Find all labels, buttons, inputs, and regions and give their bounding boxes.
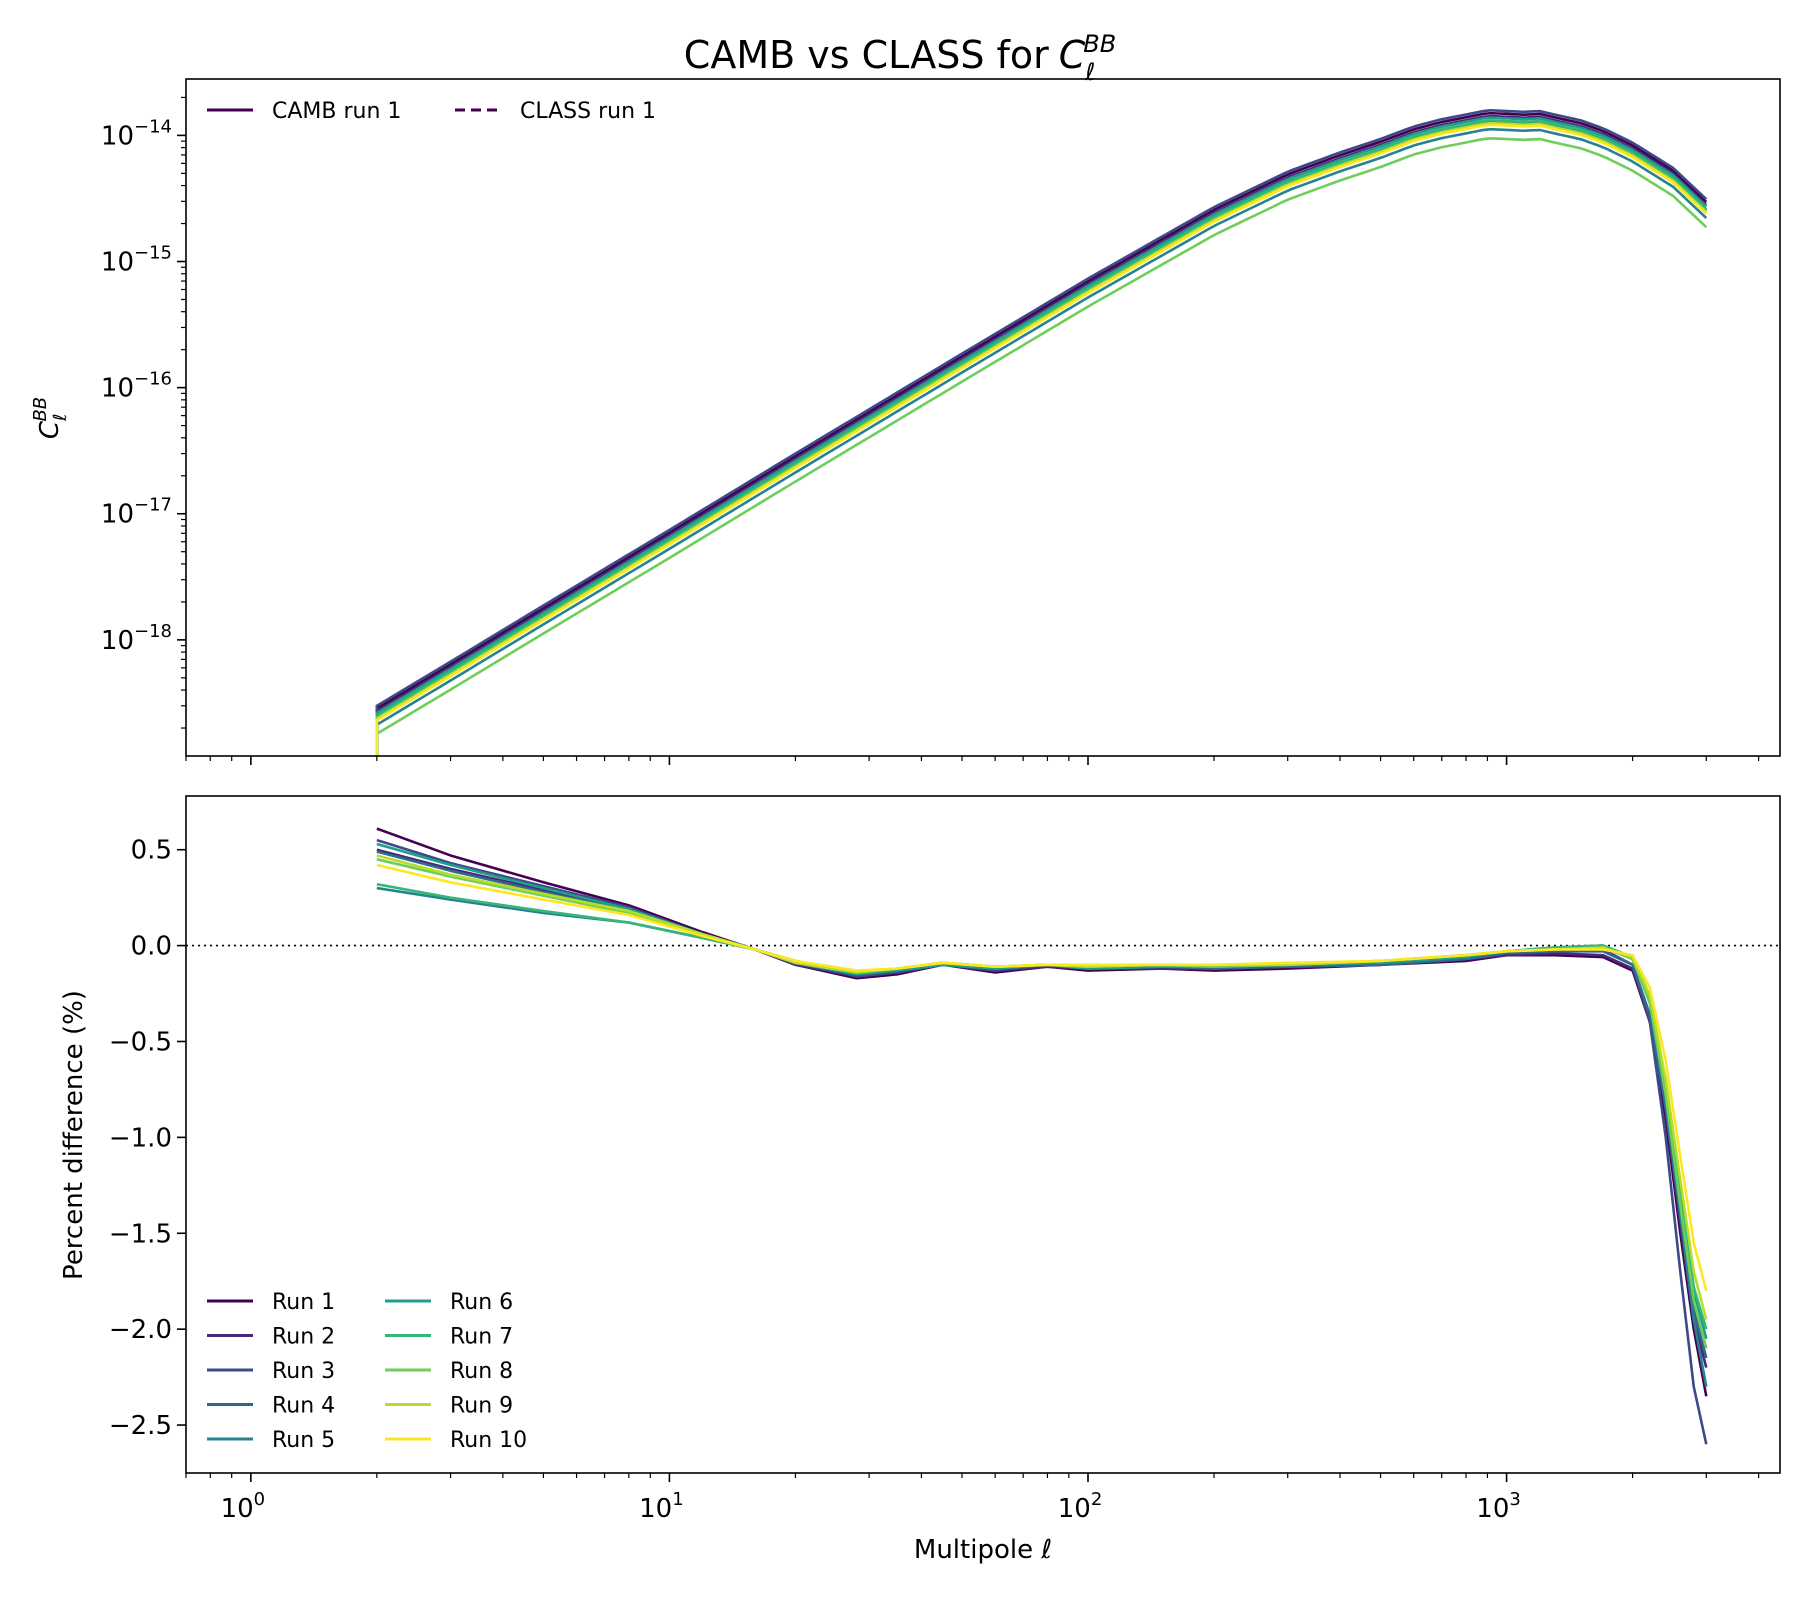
legend-label: Run 1 <box>272 1290 335 1315</box>
x-tick-label-exp: 0 <box>254 1489 265 1510</box>
bottom-series-line <box>376 842 1708 1340</box>
top-legend: CAMB run 1 CLASS run 1 <box>207 99 656 124</box>
title-symbol-sub: ℓ <box>1084 58 1095 86</box>
y-tick-label: 10−17 <box>101 495 172 530</box>
chart-title-text: CAMB vs CLASS for <box>684 33 1049 77</box>
legend-label: Run 9 <box>450 1394 513 1419</box>
legend-label-camb: CAMB run 1 <box>272 99 401 124</box>
bottom-y-axis-label: Percent difference (%) <box>59 990 89 1280</box>
x-tick-label-base: 10 <box>1058 1494 1091 1524</box>
x-tick-label: 103 <box>1476 1489 1521 1524</box>
x-tick-label-base: 10 <box>639 1494 672 1524</box>
top-series-line <box>375 121 1708 756</box>
x-tick-label-exp: 2 <box>1091 1489 1102 1510</box>
y-tick-label-base: 10 <box>101 248 134 278</box>
top-x-axis-ticks <box>185 756 1760 765</box>
bottom-series-line <box>376 886 1708 1387</box>
y-tick-label-exp: −14 <box>134 116 172 137</box>
y-tick-label: 10−14 <box>101 116 172 151</box>
legend-label: Run 8 <box>450 1359 513 1384</box>
y-tick-label: −2.0 <box>109 1315 172 1345</box>
x-axis-label: Multipole ℓ <box>914 1535 1052 1565</box>
y-tick-label-base: 10 <box>101 374 134 404</box>
x-tick-label-exp: 3 <box>1509 1489 1520 1510</box>
y-tick-label: 0.5 <box>131 836 172 866</box>
x-tick-label: 102 <box>1058 1489 1103 1524</box>
bottom-series-line <box>376 863 1708 1292</box>
y-tick-label-base: 10 <box>101 500 134 530</box>
y-tick-label-base: 10 <box>101 626 134 656</box>
legend-label: Run 5 <box>272 1428 335 1453</box>
top-series-line <box>375 127 1708 756</box>
bottom-series-line <box>376 858 1708 1349</box>
y-tick-label-exp: −15 <box>134 243 172 264</box>
legend-label: Run 10 <box>450 1428 527 1453</box>
bottom-series-line <box>376 838 1708 1445</box>
top-series-line <box>375 119 1708 756</box>
top-series-group <box>375 109 1708 756</box>
x-tick-label-base: 10 <box>221 1494 254 1524</box>
x-tick-label-base: 10 <box>1476 1494 1509 1524</box>
title-symbol-base: C <box>1059 33 1086 77</box>
y-tick-label: −2.5 <box>109 1411 172 1441</box>
bottom-panel: 0.50.0−0.5−1.0−1.5−2.0−2.5 100 101 102 103 … <box>59 795 1781 1565</box>
top-series-line <box>375 136 1708 756</box>
y-tick-label: −1.0 <box>109 1123 172 1153</box>
top-ylabel-base: C <box>35 420 65 439</box>
legend-label: Run 4 <box>272 1394 335 1419</box>
y-tick-label: −0.5 <box>109 1027 172 1057</box>
bottom-series-line <box>376 850 1708 1359</box>
y-tick-label: 10−18 <box>101 621 172 656</box>
y-tick-label-base: 10 <box>101 121 134 151</box>
top-ylabel-sup: BB <box>30 397 51 422</box>
legend-label: Run 2 <box>272 1325 335 1350</box>
legend-label: Run 6 <box>450 1290 513 1315</box>
top-series-line <box>375 114 1708 756</box>
y-tick-label-exp: −18 <box>134 621 172 642</box>
top-series-line <box>375 120 1708 756</box>
bottom-series-line <box>376 848 1708 1368</box>
bottom-y-axis-ticks: 0.5 0.0 −0.5 −1.0 −1.5 −2.0 −2.5 <box>109 836 186 1441</box>
bottom-series-line <box>376 854 1708 1320</box>
x-tick-label: 100 <box>221 1489 266 1524</box>
top-series-line <box>375 116 1708 756</box>
legend-label-class: CLASS run 1 <box>520 99 656 124</box>
chart-title: CAMB vs CLASS for CℓBB <box>684 30 1116 86</box>
y-tick-label: −1.5 <box>109 1219 172 1249</box>
y-tick-label: 0.0 <box>131 932 172 962</box>
top-series-line <box>375 123 1708 756</box>
y-tick-label-exp: −17 <box>134 495 172 516</box>
x-tick-label: 101 <box>639 1489 684 1524</box>
bottom-x-axis-ticks: 100 101 102 103 <box>185 1473 1760 1524</box>
legend-label: Run 7 <box>450 1325 513 1350</box>
top-ylabel-sub: ℓ <box>50 414 71 422</box>
legend-label: Run 3 <box>272 1359 335 1384</box>
top-plot-frame <box>185 78 1781 757</box>
bottom-series-group <box>376 827 1708 1445</box>
y-tick-label: 10−15 <box>101 243 172 278</box>
top-series-line <box>375 109 1708 756</box>
bottom-legend: Run 1 Run 2 Run 3 Run 4 Run 5 Run 6 Run 7 Run 8… <box>207 1290 527 1453</box>
y-tick-label-exp: −16 <box>134 369 172 390</box>
title-symbol-sup: BB <box>1083 30 1116 58</box>
y-tick-label: 10−16 <box>101 369 172 404</box>
top-series-line <box>375 111 1708 756</box>
bottom-series-line <box>376 827 1708 1397</box>
top-y-axis-label: CℓBB <box>30 397 71 439</box>
x-tick-label-exp: 1 <box>672 1489 683 1510</box>
bottom-plot-frame <box>185 795 1781 1474</box>
